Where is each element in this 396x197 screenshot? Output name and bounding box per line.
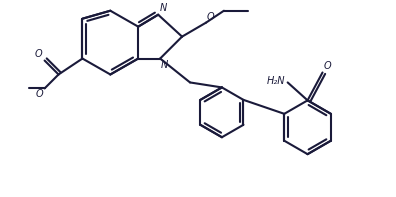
Text: N: N — [161, 59, 168, 70]
Text: O: O — [36, 89, 44, 99]
Text: N: N — [160, 3, 168, 13]
Text: O: O — [35, 48, 43, 59]
Text: O: O — [324, 61, 331, 72]
Text: H₂N: H₂N — [267, 76, 286, 86]
Text: O: O — [207, 12, 215, 22]
